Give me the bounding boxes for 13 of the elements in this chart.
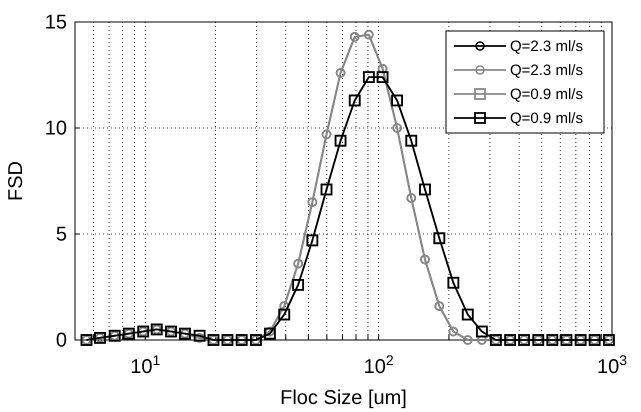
- x-tick-label: 10$^{3}$: [596, 352, 628, 378]
- legend-label: Q=0.9 ml/s: [510, 110, 583, 127]
- legend-label: Q=0.9 ml/s: [510, 86, 583, 103]
- y-tick-label: 15: [44, 11, 67, 34]
- x-axis-title: Floc Size [um]: [280, 387, 407, 409]
- y-tick-label: 0: [56, 329, 67, 352]
- legend-label: Q=2.3 ml/s: [510, 38, 583, 55]
- legend-label: Q=2.3 ml/s: [510, 62, 583, 79]
- x-tick-label: 10$^{1}$: [130, 352, 160, 378]
- y-tick-label: 10: [44, 117, 67, 140]
- y-axis-title: FSD: [5, 161, 27, 201]
- y-tick-label: 5: [56, 223, 67, 246]
- x-tick-label: 10$^{2}$: [364, 352, 394, 378]
